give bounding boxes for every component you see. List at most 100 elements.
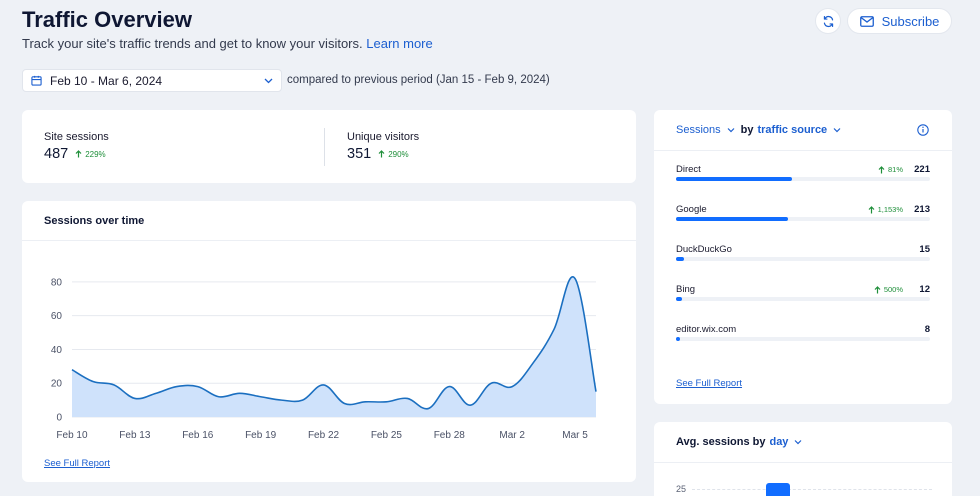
- mail-icon: [859, 15, 874, 27]
- kpi-change-value: 229%: [85, 149, 106, 159]
- avg-sessions-card: Avg. sessions by day 25: [654, 422, 952, 496]
- source-bar-track: [676, 337, 930, 341]
- calendar-icon: [31, 75, 42, 86]
- data-point[interactable]: [175, 385, 179, 389]
- data-point[interactable]: [384, 400, 388, 404]
- source-name: editor.wix.com: [676, 324, 737, 335]
- sources-full-report-link[interactable]: See Full Report: [676, 378, 743, 389]
- page-title: Traffic Overview: [22, 7, 192, 32]
- dimension-selector[interactable]: traffic source: [757, 124, 828, 136]
- source-bar-fill: [676, 217, 788, 221]
- chevron-down-icon: [264, 78, 273, 83]
- avg-sessions-title: Avg. sessions by: [676, 436, 766, 448]
- learn-more-link[interactable]: Learn more: [366, 36, 433, 51]
- x-tick-label: Feb 16: [182, 430, 214, 441]
- data-point[interactable]: [594, 390, 598, 394]
- source-change: 1,153%: [868, 205, 903, 214]
- data-point[interactable]: [196, 385, 200, 389]
- data-point[interactable]: [301, 398, 305, 402]
- refresh-button[interactable]: [815, 8, 841, 34]
- refresh-icon: [823, 15, 833, 27]
- subscribe-label: Subscribe: [881, 13, 940, 29]
- chart-divider: [22, 240, 636, 241]
- chevron-down-icon[interactable]: [792, 438, 804, 446]
- data-point[interactable]: [489, 381, 493, 385]
- kpi-value: 351 290%: [347, 146, 419, 162]
- data-point[interactable]: [447, 385, 451, 389]
- arrow-up-icon: [75, 150, 82, 158]
- kpi-change: 229%: [75, 149, 106, 159]
- date-range-picker[interactable]: Feb 10 - Mar 6, 2024: [22, 69, 282, 92]
- subtitle-text: Track your site's traffic trends and get…: [22, 36, 363, 51]
- avg-dimension-selector[interactable]: day: [769, 436, 789, 448]
- x-tick-label: Feb 22: [308, 430, 340, 441]
- sources-divider: [654, 150, 952, 151]
- x-tick-label: Feb 10: [56, 430, 88, 441]
- data-point[interactable]: [468, 403, 472, 407]
- source-value: 15: [919, 244, 930, 255]
- source-bar-fill: [676, 257, 684, 261]
- data-point[interactable]: [342, 401, 346, 405]
- date-range-value: Feb 10 - Mar 6, 2024: [50, 73, 163, 88]
- traffic-source-row[interactable]: DuckDuckGo 15: [676, 244, 930, 268]
- data-point[interactable]: [510, 385, 514, 389]
- data-point[interactable]: [573, 277, 577, 281]
- arrow-up-icon: [868, 205, 874, 213]
- y-tick-label: 80: [51, 277, 63, 288]
- data-point[interactable]: [217, 395, 221, 399]
- data-point[interactable]: [238, 391, 242, 395]
- data-point[interactable]: [133, 396, 137, 400]
- traffic-source-row[interactable]: Direct 81% 221: [676, 164, 930, 188]
- y-tick-label: 20: [51, 379, 63, 390]
- sessions-chart[interactable]: 0 20 40 60 80 Feb 10 Feb 13 Feb 16 Feb 19 Feb 22 F…: [22, 241, 636, 451]
- kpi-value: 487 229%: [44, 146, 109, 162]
- data-point[interactable]: [112, 383, 116, 387]
- data-point[interactable]: [552, 327, 556, 331]
- source-value: 12: [919, 284, 930, 295]
- arrow-up-icon: [874, 285, 881, 293]
- data-point[interactable]: [322, 383, 326, 387]
- y-tick-label: 60: [51, 311, 63, 322]
- source-name: Bing: [676, 284, 696, 295]
- source-bar-fill: [676, 337, 681, 341]
- avg-bar[interactable]: [766, 483, 790, 496]
- kpi-label: Site sessions: [44, 131, 109, 143]
- data-point[interactable]: [531, 361, 535, 365]
- subscribe-button[interactable]: Subscribe: [847, 8, 952, 34]
- avg-sessions-header: Avg. sessions by day: [676, 436, 804, 448]
- x-tick-label: Mar 5: [562, 430, 588, 441]
- chart-title: Sessions over time: [44, 215, 145, 227]
- x-tick-label: Feb 25: [371, 430, 403, 441]
- data-point[interactable]: [405, 396, 409, 400]
- traffic-source-row[interactable]: Google 1,153% 213: [676, 204, 930, 228]
- source-change-value: 81%: [887, 165, 903, 174]
- x-tick-label: Feb 19: [245, 430, 277, 441]
- source-bar-track: [676, 297, 930, 301]
- page-subtitle: Track your site's traffic trends and get…: [22, 36, 433, 51]
- data-point[interactable]: [154, 391, 158, 395]
- chevron-down-icon[interactable]: [725, 126, 737, 134]
- data-point[interactable]: [280, 398, 284, 402]
- by-label: by: [740, 124, 754, 136]
- data-point[interactable]: [70, 368, 74, 372]
- traffic-source-row[interactable]: editor.wix.com 8: [676, 324, 930, 348]
- source-bar-track: [676, 177, 930, 181]
- data-point[interactable]: [426, 407, 430, 411]
- sessions-full-report-link[interactable]: See Full Report: [44, 458, 111, 469]
- info-icon[interactable]: [917, 124, 929, 136]
- kpi-label: Unique visitors: [347, 131, 420, 143]
- traffic-source-row[interactable]: Bing 500% 12: [676, 284, 930, 308]
- chevron-down-icon[interactable]: [831, 126, 843, 134]
- data-point[interactable]: [363, 400, 367, 404]
- kpi-site-sessions: Site sessions 487 229%: [44, 131, 109, 162]
- sessions-area: [72, 276, 596, 417]
- kpi-divider: [324, 128, 325, 166]
- arrow-up-icon: [378, 150, 385, 158]
- traffic-sources-header: Sessions by traffic source: [676, 124, 843, 136]
- source-change: 500%: [874, 285, 903, 294]
- avg-y-tick: 25: [676, 484, 687, 494]
- data-point[interactable]: [91, 380, 95, 384]
- metric-selector[interactable]: Sessions: [676, 124, 721, 136]
- source-bar-fill: [676, 297, 683, 301]
- data-point[interactable]: [259, 395, 263, 399]
